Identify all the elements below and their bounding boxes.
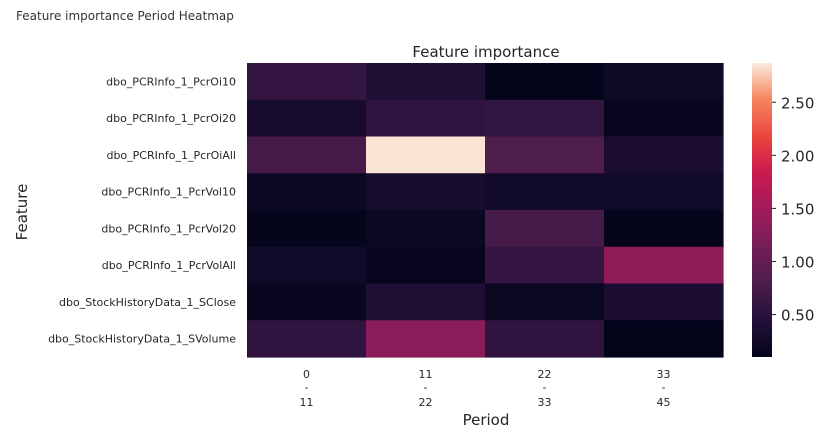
heatmap-cell bbox=[247, 210, 367, 248]
colorbar-tick-label: 1.00 bbox=[781, 253, 814, 271]
colorbar-tick-label: 2.50 bbox=[781, 94, 814, 112]
heatmap-cell bbox=[247, 173, 367, 211]
heatmap-cell bbox=[485, 99, 605, 138]
x-tick-label: 33 bbox=[538, 396, 552, 409]
heatmap-cell bbox=[485, 320, 605, 358]
y-tick-label: dbo_PCRInfo_1_PcrOi10 bbox=[106, 75, 236, 88]
heatmap-cell bbox=[485, 173, 605, 211]
heatmap-cell bbox=[247, 283, 367, 321]
heatmap-cell bbox=[247, 99, 367, 138]
heatmap-cell bbox=[366, 210, 486, 248]
y-tick-label: dbo_PCRInfo_1_PcrVolAll bbox=[102, 259, 236, 272]
colorbar bbox=[752, 63, 772, 357]
x-tick-label: 11 bbox=[419, 368, 433, 381]
heatmap-cell bbox=[604, 63, 724, 101]
x-tick-label: 33 bbox=[657, 368, 671, 381]
heatmap-cell bbox=[604, 246, 724, 285]
heatmap-cell bbox=[366, 136, 486, 174]
heatmap-cell bbox=[366, 283, 486, 321]
heatmap-cell bbox=[604, 210, 724, 248]
heatmap-cell bbox=[604, 283, 724, 321]
heatmap-cell bbox=[604, 136, 724, 174]
heatmap-cell bbox=[485, 246, 605, 285]
heatmap-cell bbox=[485, 136, 605, 174]
heatmap-cell bbox=[366, 63, 486, 101]
colorbar-tick-label: 0.50 bbox=[781, 307, 814, 325]
y-tick-label: dbo_PCRInfo_1_PcrOiAll bbox=[106, 149, 236, 162]
heatmap-cell bbox=[604, 320, 724, 358]
heatmap-cell bbox=[366, 173, 486, 211]
heatmap-cell bbox=[604, 99, 724, 138]
y-tick-label: dbo_StockHistoryData_1_SVolume bbox=[48, 333, 236, 346]
x-tick-label: - bbox=[424, 381, 428, 394]
heatmap-cell bbox=[247, 136, 367, 174]
heatmap-cell bbox=[485, 283, 605, 321]
y-tick-label: dbo_PCRInfo_1_PcrVol10 bbox=[101, 186, 236, 199]
heatmap-cell bbox=[485, 63, 605, 101]
heatmap-cell bbox=[366, 320, 486, 358]
colorbar-tick-label: 1.50 bbox=[781, 200, 814, 218]
heatmap-cell bbox=[247, 320, 367, 358]
heatmap-cell bbox=[485, 210, 605, 248]
x-tick-label: 0 bbox=[303, 368, 310, 381]
heatmap-cell bbox=[247, 63, 367, 101]
x-tick-label: - bbox=[305, 381, 309, 394]
heatmap-cell bbox=[604, 173, 724, 211]
x-tick-label: 11 bbox=[300, 396, 314, 409]
heatmap-cell bbox=[366, 99, 486, 138]
x-tick-label: 22 bbox=[538, 368, 552, 381]
x-tick-label: 45 bbox=[657, 396, 671, 409]
chart-title: Feature importance bbox=[412, 43, 559, 61]
x-tick-label: - bbox=[543, 381, 547, 394]
x-tick-label: 22 bbox=[419, 396, 433, 409]
heatmap-cell bbox=[247, 246, 367, 285]
page-title: Feature importance Period Heatmap bbox=[16, 9, 234, 23]
x-axis-label: Period bbox=[463, 411, 510, 429]
y-axis-label: Feature bbox=[13, 184, 31, 241]
y-tick-label: dbo_StockHistoryData_1_SClose bbox=[59, 296, 236, 309]
heatmap-cell bbox=[366, 246, 486, 285]
y-tick-label: dbo_PCRInfo_1_PcrOi20 bbox=[106, 112, 236, 125]
x-tick-label: - bbox=[662, 381, 666, 394]
y-tick-label: dbo_PCRInfo_1_PcrVol20 bbox=[101, 222, 236, 235]
colorbar-tick-label: 2.00 bbox=[781, 147, 814, 165]
